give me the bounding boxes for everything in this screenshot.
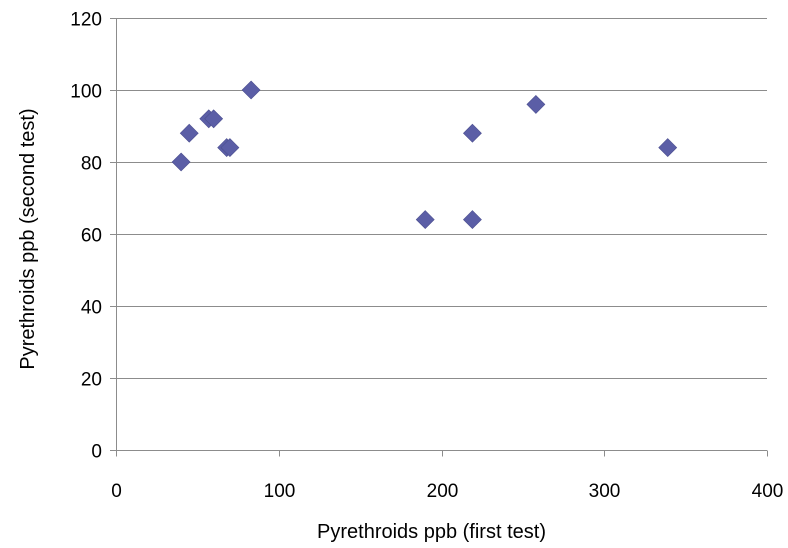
data-point (171, 152, 191, 172)
x-tick-labels: 0 100 200 300 400 (111, 481, 783, 502)
data-point (658, 138, 678, 158)
y-axis-label: Pyrethroids ppb (second test) (17, 108, 39, 369)
data-point (462, 123, 482, 143)
x-tick-label: 200 (427, 481, 459, 502)
data-point (241, 80, 261, 100)
data-point (204, 109, 224, 129)
y-tick-label: 60 (81, 226, 102, 247)
x-tick-label: 0 (111, 481, 122, 502)
y-tick-label: 80 (81, 154, 102, 175)
x-tick-label: 100 (264, 481, 296, 502)
y-tick-label: 20 (81, 370, 102, 391)
data-point (526, 94, 546, 114)
y-tick-label: 0 (91, 442, 102, 463)
data-point (220, 138, 240, 158)
data-point (415, 210, 435, 230)
data-points (171, 80, 678, 230)
axes (110, 18, 768, 457)
y-tick-labels: 0 20 40 60 80 100 120 (70, 10, 102, 463)
x-tick-label: 400 (752, 481, 784, 502)
data-point (462, 210, 482, 230)
data-point (179, 123, 199, 143)
x-axis-label: Pyrethroids ppb (first test) (317, 521, 546, 543)
y-tick-label: 40 (81, 298, 102, 319)
gridlines (116, 18, 767, 379)
x-tick-label: 300 (589, 481, 621, 502)
y-tick-label: 100 (70, 82, 102, 103)
y-tick-label: 120 (70, 10, 102, 31)
